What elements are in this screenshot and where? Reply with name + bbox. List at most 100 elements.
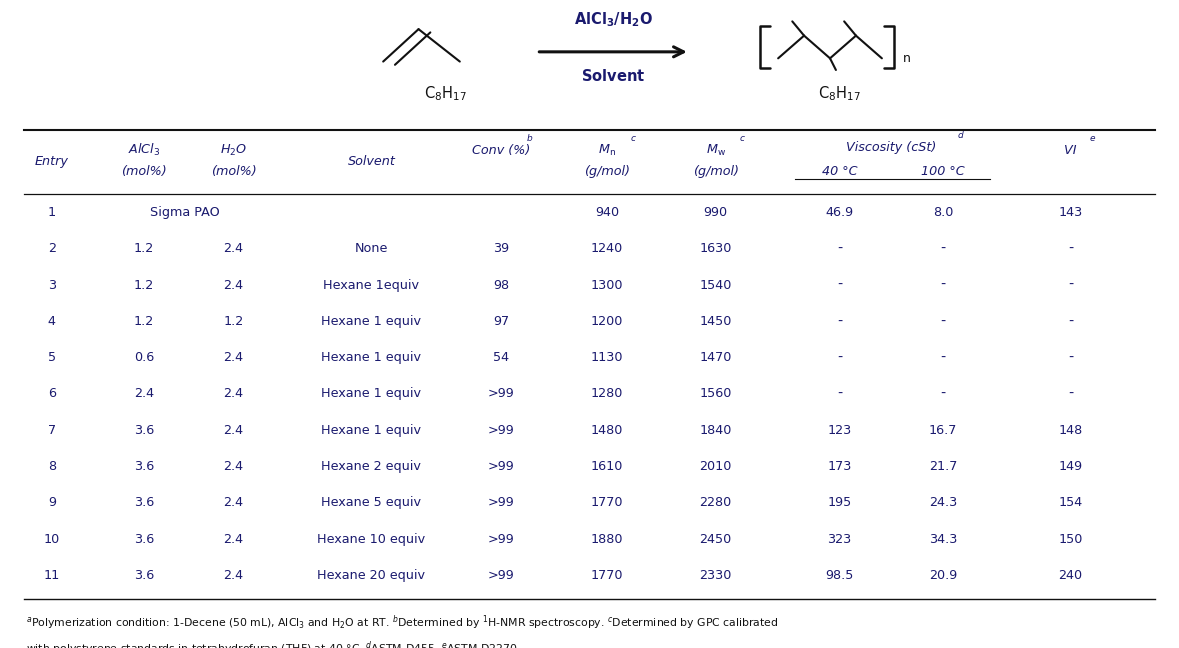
Text: $^a$Polymerization condition: 1-Decene (50 mL), AlCl$_3$ and H$_2$O at RT. $^b$D: $^a$Polymerization condition: 1-Decene (… [26, 613, 778, 632]
Text: 195: 195 [828, 496, 851, 509]
Text: 97: 97 [493, 315, 509, 328]
Text: 2.4: 2.4 [223, 496, 244, 509]
Text: (mol%): (mol%) [121, 165, 166, 178]
Text: 3.6: 3.6 [133, 569, 154, 582]
Text: >99: >99 [488, 460, 514, 473]
Text: H$_2$O: H$_2$O [219, 143, 248, 158]
Text: 1300: 1300 [591, 279, 624, 292]
Text: 2010: 2010 [699, 460, 732, 473]
Text: Hexane 5 equiv: Hexane 5 equiv [322, 496, 421, 509]
Text: 1770: 1770 [591, 569, 624, 582]
Text: 123: 123 [828, 424, 851, 437]
Text: $\mathit{M}_\mathrm{w}$: $\mathit{M}_\mathrm{w}$ [706, 143, 725, 158]
Text: None: None [355, 242, 388, 255]
Text: Hexane 20 equiv: Hexane 20 equiv [317, 569, 426, 582]
Text: 3: 3 [48, 279, 55, 292]
Text: (g/mol): (g/mol) [692, 165, 739, 178]
Text: 1240: 1240 [591, 242, 624, 255]
Text: 39: 39 [493, 242, 509, 255]
Text: 1200: 1200 [591, 315, 624, 328]
Text: 34.3: 34.3 [929, 533, 957, 546]
Text: >99: >99 [488, 424, 514, 437]
Text: 1.2: 1.2 [133, 242, 154, 255]
Text: $\mathit{M}_\mathrm{n}$: $\mathit{M}_\mathrm{n}$ [598, 143, 617, 158]
Text: -: - [941, 314, 946, 329]
Text: $\mathbf{Solvent}$: $\mathbf{Solvent}$ [581, 69, 645, 84]
Text: 2.4: 2.4 [223, 279, 244, 292]
Text: -: - [1068, 278, 1073, 292]
Text: e: e [1089, 133, 1095, 143]
Text: d: d [957, 131, 963, 140]
Text: -: - [837, 351, 842, 365]
Text: 173: 173 [828, 460, 851, 473]
Text: 16.7: 16.7 [929, 424, 957, 437]
Text: (g/mol): (g/mol) [584, 165, 631, 178]
Text: -: - [837, 278, 842, 292]
Text: -: - [941, 387, 946, 401]
Text: 9: 9 [48, 496, 55, 509]
Text: 1.2: 1.2 [133, 279, 154, 292]
Text: 0.6: 0.6 [133, 351, 154, 364]
Text: 54: 54 [493, 351, 509, 364]
Text: 3.6: 3.6 [133, 424, 154, 437]
Text: -: - [837, 242, 842, 256]
Text: 1630: 1630 [699, 242, 732, 255]
Text: 2: 2 [48, 242, 55, 255]
Text: 1540: 1540 [699, 279, 732, 292]
Text: with polystyrene standards in tetrahydrofuran (THF) at 40 °C. $^d$ASTM-D455. $^e: with polystyrene standards in tetrahydro… [26, 639, 521, 648]
Text: 6: 6 [48, 388, 55, 400]
Text: Sigma PAO: Sigma PAO [150, 206, 219, 219]
Text: b: b [527, 133, 533, 143]
Text: AlCl$_3$: AlCl$_3$ [127, 143, 160, 158]
Text: 1.2: 1.2 [223, 315, 244, 328]
Text: 1130: 1130 [591, 351, 624, 364]
Text: 1840: 1840 [699, 424, 732, 437]
Text: 24.3: 24.3 [929, 496, 957, 509]
Text: Hexane 1 equiv: Hexane 1 equiv [322, 351, 421, 364]
Text: 2.4: 2.4 [223, 388, 244, 400]
Text: Solvent: Solvent [348, 154, 395, 168]
Text: Entry: Entry [35, 154, 68, 168]
Text: 20.9: 20.9 [929, 569, 957, 582]
Text: 1560: 1560 [699, 388, 732, 400]
Text: 10: 10 [44, 533, 60, 546]
Text: 2280: 2280 [699, 496, 732, 509]
Text: n: n [903, 52, 911, 65]
Text: 1470: 1470 [699, 351, 732, 364]
Text: $\mathbf{AlCl_3/H_2O}$: $\mathbf{AlCl_3/H_2O}$ [574, 10, 652, 29]
Text: 1480: 1480 [591, 424, 624, 437]
Text: 8: 8 [48, 460, 55, 473]
Text: -: - [1068, 314, 1073, 329]
Text: 1.2: 1.2 [133, 315, 154, 328]
Text: 1610: 1610 [591, 460, 624, 473]
Text: 1450: 1450 [699, 315, 732, 328]
Text: 3.6: 3.6 [133, 533, 154, 546]
Text: 3.6: 3.6 [133, 460, 154, 473]
Text: 148: 148 [1059, 424, 1082, 437]
Text: 2.4: 2.4 [223, 533, 244, 546]
Text: 2330: 2330 [699, 569, 732, 582]
Text: 21.7: 21.7 [929, 460, 957, 473]
Text: 1880: 1880 [591, 533, 624, 546]
Text: Hexane 2 equiv: Hexane 2 equiv [322, 460, 421, 473]
Text: >99: >99 [488, 496, 514, 509]
Text: (mol%): (mol%) [211, 165, 256, 178]
Text: -: - [837, 314, 842, 329]
Text: -: - [941, 351, 946, 365]
Text: 150: 150 [1059, 533, 1082, 546]
Text: c: c [631, 133, 635, 143]
Text: -: - [1068, 351, 1073, 365]
Text: 2.4: 2.4 [223, 424, 244, 437]
Text: Viscosity (cSt): Viscosity (cSt) [847, 141, 936, 154]
Text: 1280: 1280 [591, 388, 624, 400]
Text: VI: VI [1065, 144, 1076, 157]
Text: 98.5: 98.5 [825, 569, 854, 582]
Text: >99: >99 [488, 388, 514, 400]
Text: 98: 98 [493, 279, 509, 292]
Text: 40 °C: 40 °C [822, 165, 857, 178]
Text: 990: 990 [704, 206, 727, 219]
Text: -: - [837, 387, 842, 401]
Text: Hexane 1equiv: Hexane 1equiv [323, 279, 420, 292]
Text: 5: 5 [48, 351, 55, 364]
Text: -: - [1068, 242, 1073, 256]
